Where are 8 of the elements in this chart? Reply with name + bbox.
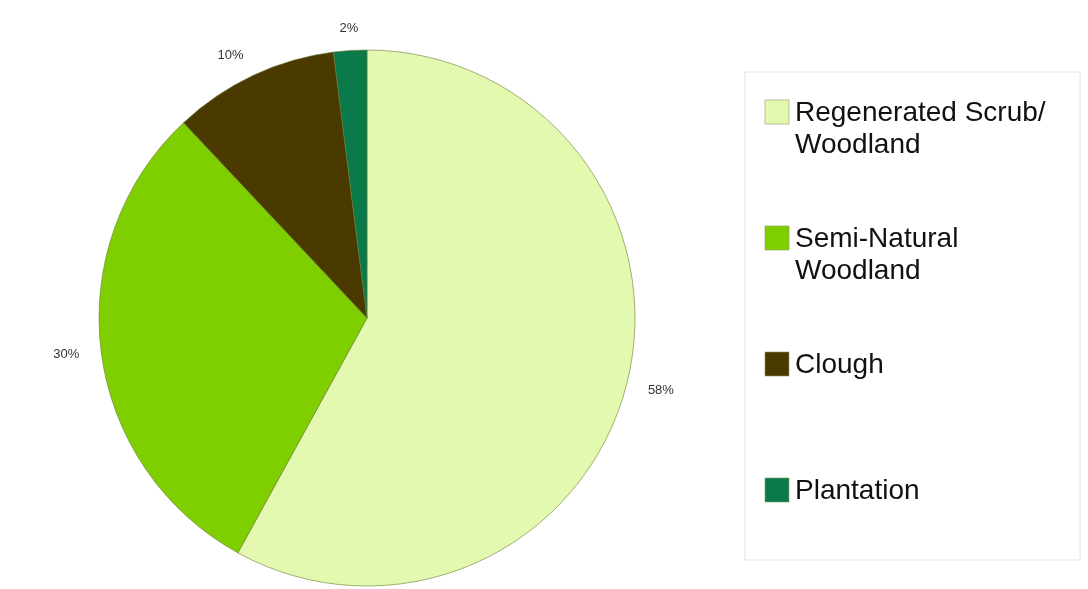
legend-label: Regenerated Scrub/ Woodland	[795, 96, 1046, 159]
legend-label: Clough	[795, 348, 884, 379]
data-label: 10%	[217, 47, 244, 63]
legend-label: Semi-Natural Woodland	[795, 222, 959, 285]
data-label: 30%	[53, 345, 80, 361]
legend-label: Plantation	[795, 474, 920, 505]
data-label: 2%	[339, 20, 359, 36]
data-label: 58%	[647, 381, 675, 397]
